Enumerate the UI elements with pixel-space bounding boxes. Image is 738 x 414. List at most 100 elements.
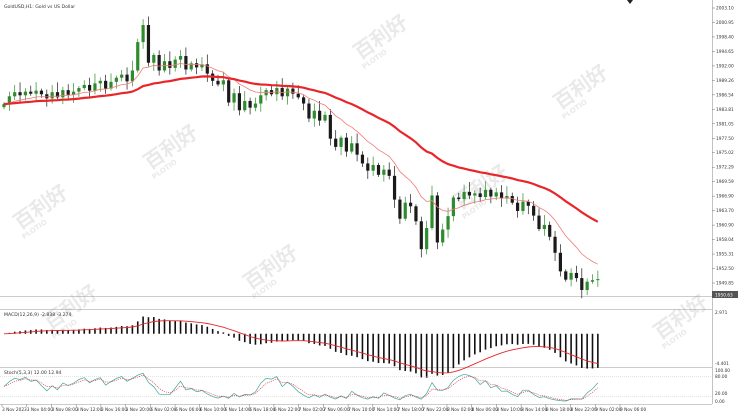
candle-bearish: [516, 202, 520, 211]
candle-bullish: [200, 64, 204, 68]
candle-bullish: [162, 61, 167, 71]
candle-bullish: [13, 92, 17, 97]
candle-bearish: [195, 63, 199, 68]
macd-pane[interactable]: [0, 309, 712, 367]
moving-averages-layer: [3, 63, 599, 265]
candle-bearish: [39, 90, 44, 95]
candle-bullish: [596, 279, 600, 281]
candle-bearish: [553, 236, 557, 253]
candle-bearish: [302, 97, 306, 104]
candle-bullish: [120, 74, 124, 78]
time-axis-label: 3 Nov 16:00: [101, 407, 128, 413]
candle-bullish: [462, 191, 466, 200]
candle-bullish: [243, 100, 247, 111]
candle-bullish: [114, 77, 118, 82]
candle-bullish: [253, 103, 258, 108]
time-axis-label: 7 Nov 14:00: [373, 407, 400, 413]
candle-bearish: [216, 80, 220, 85]
candle-bullish: [109, 81, 113, 89]
stoch-label: Stoch(5,3,3) 12.00 12.94: [4, 370, 62, 376]
chart-shift-marker-icon[interactable]: [627, 0, 633, 4]
candle-bearish: [355, 143, 359, 155]
price-axis-label: 1986.54: [716, 92, 734, 98]
candle-bearish: [366, 163, 370, 171]
time-axis-label: 7 Nov 06:00: [323, 407, 350, 413]
price-axis-label: 1966.90: [716, 194, 734, 200]
time-axis-label: 3 Nov 20:00: [126, 407, 153, 413]
candle-bearish: [478, 193, 482, 198]
candle-bearish: [558, 252, 562, 272]
time-axis-label: 6 Nov 14:00: [224, 407, 251, 413]
time-axis-label: 6 Nov 10:00: [200, 407, 227, 413]
candle-bullish: [141, 25, 145, 43]
candle-bullish: [178, 56, 183, 60]
candle-bullish: [483, 189, 488, 198]
candle-bullish: [446, 216, 450, 230]
candle-bullish: [173, 59, 177, 68]
candle-bullish: [350, 143, 354, 152]
candle-bearish: [499, 192, 504, 199]
time-axis-label: 8 Nov 06:00: [472, 407, 499, 413]
candle-bearish: [168, 61, 172, 68]
price-axis-label: 1975.02: [716, 150, 734, 156]
candle-bullish: [2, 104, 6, 108]
stoch-layer: [0, 372, 712, 402]
time-axis-label: 6 Nov 06:00: [175, 407, 202, 413]
candle-bearish: [66, 90, 70, 95]
candle-bearish: [435, 195, 439, 243]
candle-bullish: [259, 95, 263, 104]
chart-title: GoldUSD,H1: Gold vs US Dollar: [4, 4, 75, 10]
current-price-tag: [712, 291, 738, 298]
current-price-label: 1950.63: [715, 293, 733, 299]
candle-bearish: [205, 64, 209, 74]
candle-bearish: [328, 114, 332, 139]
candle-bearish: [360, 154, 365, 164]
candle-bullish: [34, 90, 38, 94]
ma-slow-line: [3, 75, 599, 223]
time-axis-label: 8 Nov 02:00: [447, 407, 474, 413]
candle-bullish: [590, 280, 595, 282]
price-axis-label: 1998.40: [716, 34, 734, 40]
candle-bullish: [494, 192, 498, 197]
price-axis-label: 1952.50: [716, 266, 734, 272]
price-axis-label: 1992.00: [716, 63, 734, 69]
price-axis-label: 1955.31: [716, 252, 734, 258]
stoch-pane[interactable]: [0, 368, 712, 404]
candle-bearish: [489, 189, 493, 197]
axis-layer: 2003.10 2000.95 1998.40 1994.65 1992.00 1989.…: [1, 6, 734, 413]
candle-bullish: [425, 228, 429, 250]
candle-bullish: [61, 90, 65, 98]
candle-bearish: [18, 92, 22, 96]
time-axis-label: 3 Nov 08:00: [51, 407, 78, 413]
macd-label: MACD(12,26,9) -2.838 -3.274: [4, 312, 72, 318]
candle-bearish: [55, 92, 60, 98]
candle-bearish: [457, 197, 461, 200]
candle-bullish: [264, 90, 268, 96]
candle-bearish: [334, 138, 338, 147]
stoch-axis-100: 100.00: [715, 368, 730, 374]
time-axis-label: 6 Nov 02:00: [150, 407, 177, 413]
candle-bearish: [184, 56, 188, 70]
candle-bullish: [473, 193, 477, 196]
stoch-axis-20: 20.00: [715, 391, 728, 397]
candle-bullish: [23, 91, 27, 96]
candle-bullish: [152, 54, 156, 63]
stoch-signal-line: [3, 374, 598, 401]
candle-bullish: [441, 229, 445, 243]
candle-bearish: [104, 80, 108, 89]
candle-bearish: [237, 93, 241, 111]
candle-bearish: [376, 164, 381, 175]
candle-bullish: [189, 63, 193, 70]
candle-bearish: [580, 278, 584, 290]
candle-bullish: [371, 164, 375, 171]
macd-signal-line: [3, 320, 598, 374]
time-axis-label: 7 Nov 02:00: [299, 407, 326, 413]
candle-bearish: [291, 88, 295, 94]
candle-bearish: [296, 93, 300, 98]
candle-bearish: [398, 199, 402, 219]
candles-layer: [2, 16, 600, 299]
candle-bullish: [339, 137, 343, 147]
time-axis-label: 7 Nov 18:00: [398, 407, 425, 413]
